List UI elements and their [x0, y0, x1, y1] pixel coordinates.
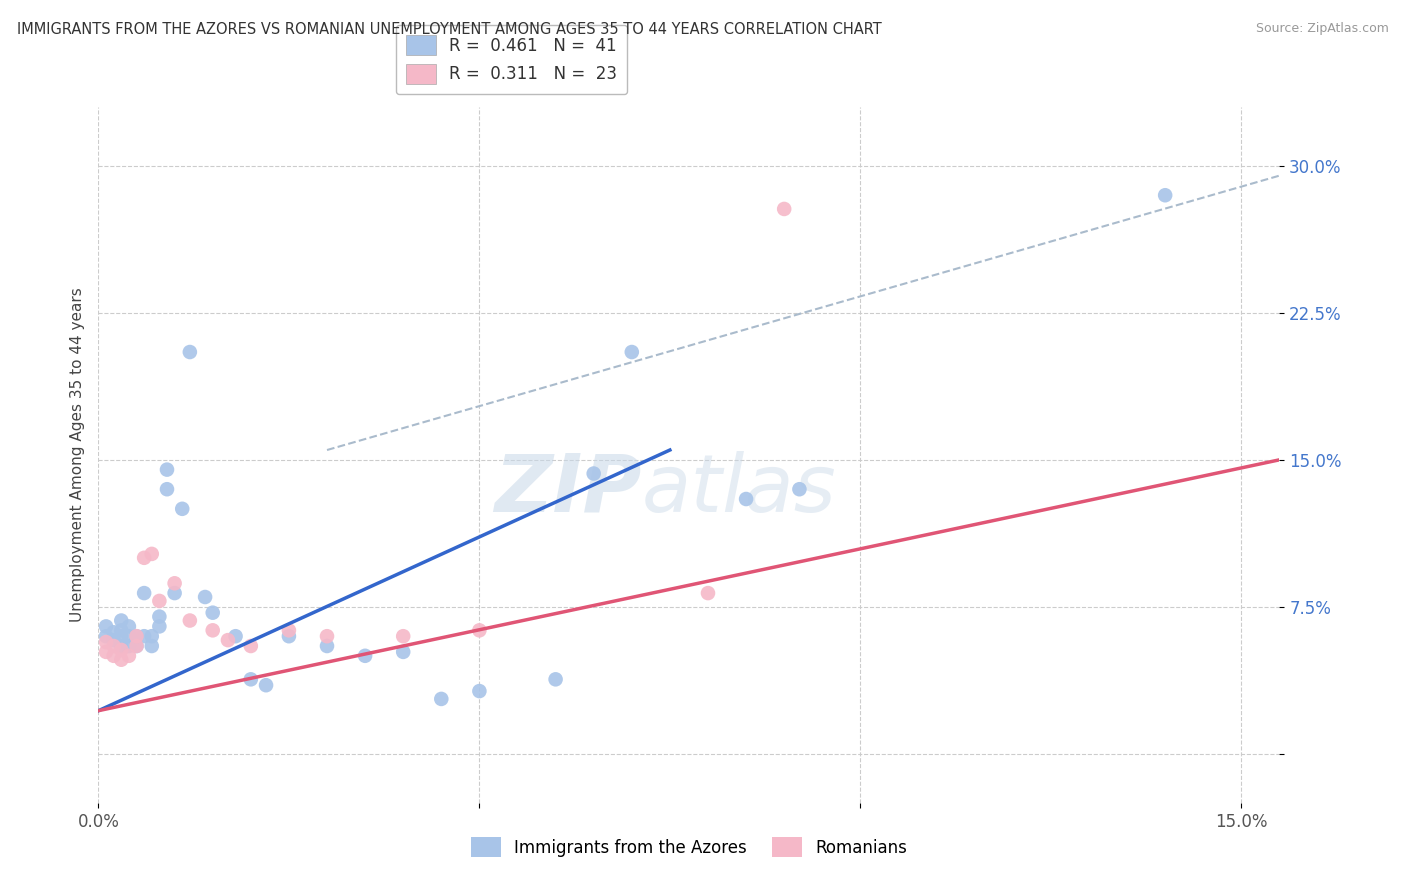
Point — [277, 624, 299, 638]
Point — [148, 619, 170, 633]
Point — [110, 639, 132, 653]
Point — [163, 586, 186, 600]
Point — [217, 633, 239, 648]
Point — [94, 645, 117, 659]
Point — [316, 629, 339, 643]
Point — [172, 501, 194, 516]
Point — [239, 673, 262, 687]
Text: atlas: atlas — [641, 450, 837, 529]
Point — [392, 629, 415, 643]
Point — [134, 586, 156, 600]
Point — [94, 629, 117, 643]
Point — [118, 639, 141, 653]
Point — [148, 609, 170, 624]
Point — [103, 648, 125, 663]
Point — [110, 643, 132, 657]
Point — [110, 629, 132, 643]
Point — [225, 629, 247, 643]
Point — [118, 648, 141, 663]
Point — [239, 639, 262, 653]
Point — [392, 645, 415, 659]
Point — [110, 653, 132, 667]
Point — [430, 692, 453, 706]
Text: IMMIGRANTS FROM THE AZORES VS ROMANIAN UNEMPLOYMENT AMONG AGES 35 TO 44 YEARS CO: IMMIGRANTS FROM THE AZORES VS ROMANIAN U… — [17, 22, 882, 37]
Point — [134, 629, 156, 643]
Point — [125, 629, 148, 643]
Point — [1154, 188, 1177, 202]
Text: Source: ZipAtlas.com: Source: ZipAtlas.com — [1256, 22, 1389, 36]
Point — [735, 491, 758, 506]
Point — [156, 482, 179, 496]
Point — [118, 619, 141, 633]
Point — [163, 576, 186, 591]
Point — [697, 586, 720, 600]
Point — [254, 678, 277, 692]
Point — [582, 467, 605, 481]
Point — [620, 345, 643, 359]
Point — [125, 639, 148, 653]
Point — [789, 482, 811, 496]
Point — [94, 635, 117, 649]
Legend: Immigrants from the Azores, Romanians: Immigrants from the Azores, Romanians — [464, 830, 914, 864]
Point — [103, 639, 125, 653]
Point — [316, 639, 339, 653]
Y-axis label: Unemployment Among Ages 35 to 44 years: Unemployment Among Ages 35 to 44 years — [69, 287, 84, 623]
Point — [354, 648, 377, 663]
Point — [148, 594, 170, 608]
Point — [103, 625, 125, 640]
Point — [141, 629, 163, 643]
Point — [94, 619, 117, 633]
Point — [110, 624, 132, 638]
Point — [110, 614, 132, 628]
Point — [194, 590, 217, 604]
Point — [125, 639, 148, 653]
Text: ZIP: ZIP — [495, 450, 641, 529]
Point — [141, 547, 163, 561]
Point — [773, 202, 796, 216]
Point — [103, 633, 125, 648]
Point — [118, 629, 141, 643]
Point — [201, 606, 224, 620]
Point — [179, 614, 201, 628]
Point — [201, 624, 224, 638]
Point — [125, 629, 148, 643]
Point — [468, 684, 491, 698]
Point — [134, 550, 156, 565]
Point — [141, 639, 163, 653]
Point — [156, 462, 179, 476]
Point — [179, 345, 201, 359]
Point — [277, 629, 299, 643]
Point — [468, 624, 491, 638]
Point — [544, 673, 567, 687]
